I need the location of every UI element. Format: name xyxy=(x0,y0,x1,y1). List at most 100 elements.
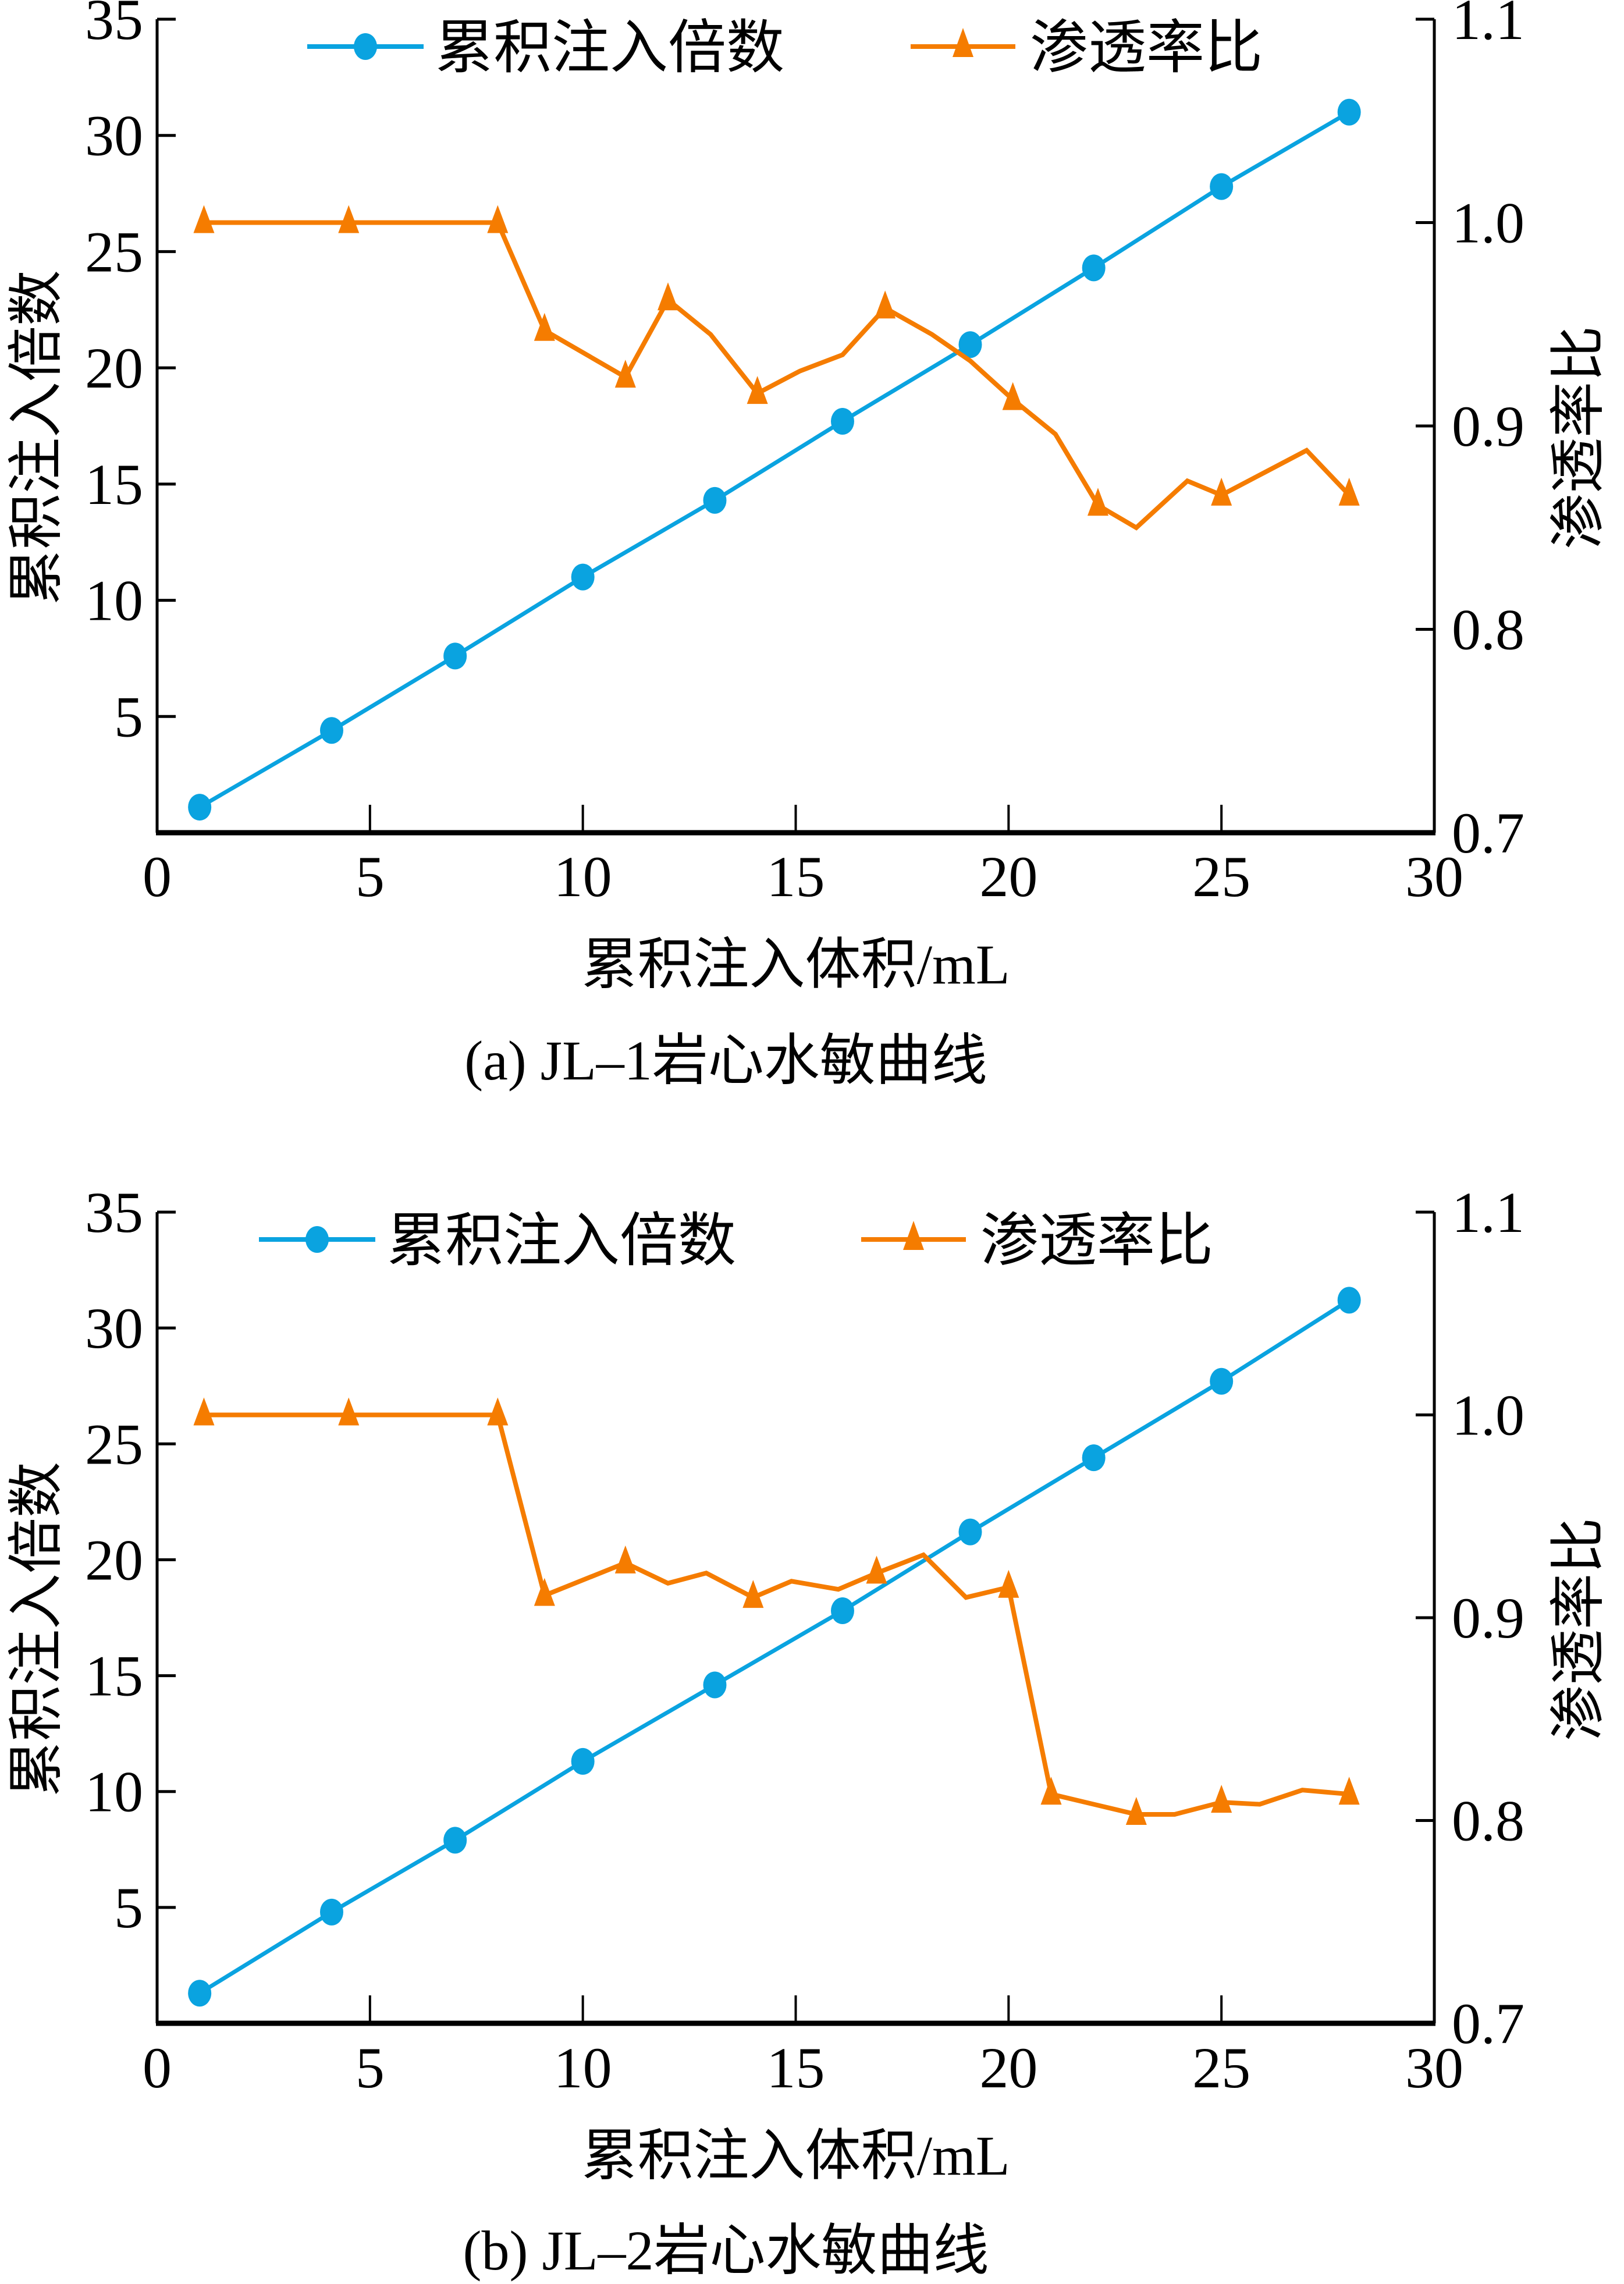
data-point-triangle xyxy=(338,1397,360,1426)
data-point-circle xyxy=(703,1671,727,1699)
data-point-triangle xyxy=(193,205,215,233)
y-tick-label: 20 xyxy=(85,336,143,400)
x-axis-title: 累积注入体积/mL xyxy=(582,2125,1010,2187)
y2-tick-label: 1.1 xyxy=(1452,0,1525,52)
series-line-injection-multiple xyxy=(198,1298,1351,1995)
data-point-circle xyxy=(319,717,343,744)
legend-label-permeability-ratio: 渗透率比 xyxy=(1030,16,1263,80)
y-tick-label: 20 xyxy=(85,1528,143,1592)
y2-tick-label: 1.0 xyxy=(1452,1383,1525,1448)
y-tick-label: 5 xyxy=(114,1875,143,1940)
x-tick-label: 20 xyxy=(979,2036,1037,2100)
data-point-circle xyxy=(830,1597,854,1625)
x-axis-title: 累积注入体积/mL xyxy=(582,933,1010,996)
x-tick-label: 30 xyxy=(1405,844,1463,909)
x-tick-label: 5 xyxy=(356,2036,385,2100)
legend-triangle-marker xyxy=(953,28,973,57)
y2-tick-label: 1.1 xyxy=(1452,1180,1525,1245)
data-point-triangle xyxy=(1338,1777,1360,1805)
y2-tick-label: 0.7 xyxy=(1452,801,1525,865)
x-tick-label: 30 xyxy=(1405,2036,1463,2100)
data-point-circle xyxy=(1210,173,1234,200)
data-point-circle xyxy=(1337,98,1361,126)
x-tick-label: 0 xyxy=(143,844,172,909)
data-point-triangle xyxy=(1002,382,1024,410)
x-tick-label: 25 xyxy=(1192,2036,1250,2100)
x-tick-label: 10 xyxy=(554,2036,612,2100)
chart-panel-a: 0 5 10 15 20 25 30 5 10 15 20 25 30 35 0.7 0.8 0.9 1.0 1.1… xyxy=(5,0,1609,1092)
data-point-triangle xyxy=(1125,1797,1147,1825)
figure-caption: (a) JL–1岩心水敏曲线 xyxy=(464,1029,987,1092)
data-point-circle xyxy=(188,1980,212,2007)
data-point-circle xyxy=(319,1898,343,1926)
y-tick-label: 5 xyxy=(114,684,143,749)
data-point-triangle xyxy=(658,282,678,311)
data-point-triangle xyxy=(747,376,768,404)
y2-tick-label: 0.8 xyxy=(1452,1789,1525,1853)
data-point-circle xyxy=(830,408,854,435)
data-point-triangle xyxy=(614,360,636,388)
chart-panel-b: 0 5 10 15 20 25 30 5 10 15 20 25 30 35 0.7 0.8 0.9 1.0 1.1… xyxy=(5,1180,1609,2282)
y-axis-title: 累积注入倍数 xyxy=(5,1462,67,1797)
data-point-circle xyxy=(703,486,727,514)
series-line-permeability-ratio xyxy=(204,220,1351,531)
y2-tick-label: 1.0 xyxy=(1452,191,1525,255)
data-point-circle xyxy=(958,1518,982,1546)
data-point-circle xyxy=(1210,1367,1234,1395)
data-point-triangle xyxy=(1211,477,1232,506)
data-point-triangle xyxy=(866,1555,887,1584)
data-point-circle xyxy=(1082,254,1106,282)
x-tick-label: 15 xyxy=(767,2036,825,2100)
y2-tick-label: 0.7 xyxy=(1452,1991,1525,2056)
legend-label-permeability-ratio: 渗透率比 xyxy=(980,1209,1213,1273)
y-tick-label: 35 xyxy=(85,0,143,52)
data-point-triangle xyxy=(998,1569,1019,1598)
x-tick-label: 20 xyxy=(979,844,1037,909)
y2-tick-label: 0.9 xyxy=(1452,394,1525,459)
data-point-circle xyxy=(443,1827,467,1854)
y-tick-label: 35 xyxy=(85,1180,143,1245)
data-point-triangle xyxy=(742,1580,764,1608)
legend-triangle-marker xyxy=(903,1221,924,1250)
data-point-circle xyxy=(571,563,595,591)
x-tick-label: 25 xyxy=(1192,844,1250,909)
legend-circle-marker xyxy=(305,1226,329,1253)
legend-label-injection-multiple: 累积注入倍数 xyxy=(387,1209,736,1273)
series-line-permeability-ratio xyxy=(204,1412,1350,1817)
y-tick-label: 30 xyxy=(85,104,143,168)
x-tick-label: 15 xyxy=(767,844,825,909)
y-tick-label: 15 xyxy=(85,452,143,517)
figure-caption: (b) JL–2岩心水敏曲线 xyxy=(463,2219,989,2282)
y-tick-label: 25 xyxy=(85,219,143,284)
legend-circle-marker xyxy=(354,33,377,60)
y2-tick-label: 0.9 xyxy=(1452,1586,1525,1650)
data-point-triangle xyxy=(1211,1785,1232,1813)
x-tick-label: 0 xyxy=(143,2036,172,2100)
data-point-circle xyxy=(1082,1444,1106,1472)
y2-axis-title: 渗透率比 xyxy=(1547,1518,1609,1741)
data-point-triangle xyxy=(193,1397,215,1426)
legend-label-injection-multiple: 累积注入倍数 xyxy=(435,16,784,80)
data-point-circle xyxy=(1337,1287,1361,1314)
data-point-circle xyxy=(571,1747,595,1775)
data-point-triangle xyxy=(487,205,509,233)
data-point-triangle xyxy=(614,1545,636,1573)
y-tick-label: 10 xyxy=(85,569,143,633)
series-line-injection-multiple xyxy=(198,110,1351,809)
data-point-circle xyxy=(188,794,212,821)
y2-tick-label: 0.8 xyxy=(1452,598,1525,662)
data-point-triangle xyxy=(1087,488,1108,516)
x-tick-label: 10 xyxy=(554,844,612,909)
data-point-triangle xyxy=(487,1397,509,1426)
data-point-triangle xyxy=(338,205,360,233)
data-point-circle xyxy=(958,331,982,358)
y-tick-label: 30 xyxy=(85,1296,143,1361)
y-tick-label: 15 xyxy=(85,1644,143,1708)
y-tick-label: 25 xyxy=(85,1412,143,1476)
data-point-triangle xyxy=(875,290,896,319)
data-point-triangle xyxy=(534,312,555,341)
y2-axis-title: 渗透率比 xyxy=(1547,326,1609,549)
x-tick-label: 5 xyxy=(356,844,385,909)
data-point-triangle xyxy=(534,1578,555,1606)
